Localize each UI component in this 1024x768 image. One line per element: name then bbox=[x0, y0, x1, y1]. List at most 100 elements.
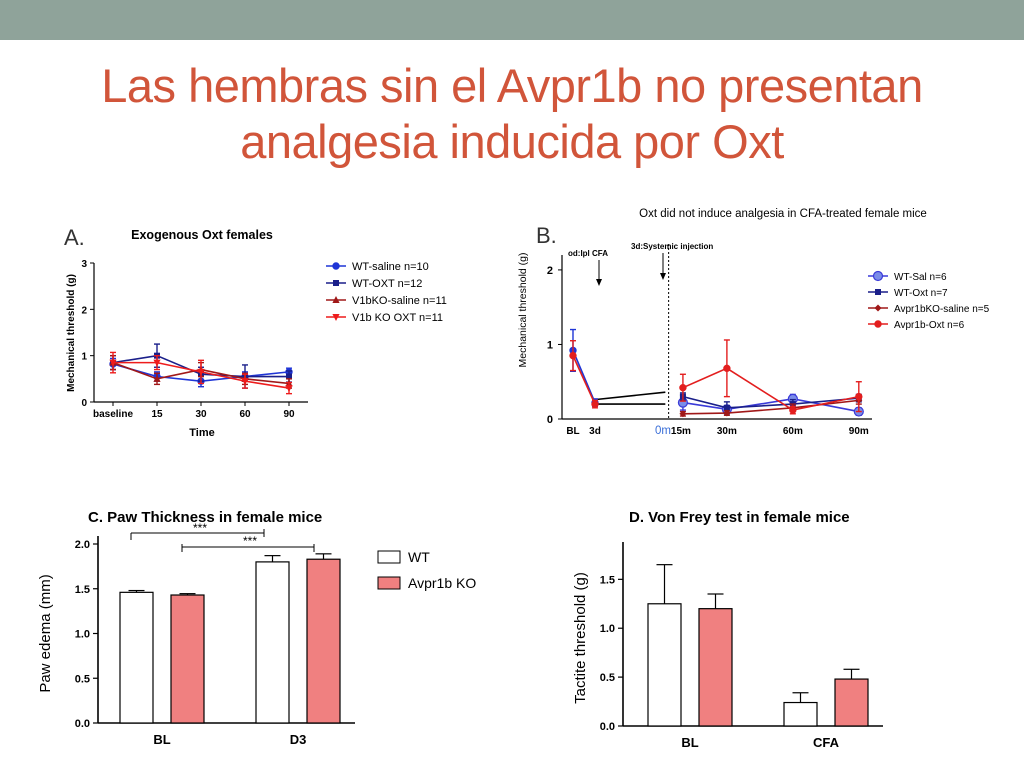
chart-a-legend-label: V1bKO-saline n=11 bbox=[352, 295, 447, 307]
chart-c-x-tick-label: D3 bbox=[290, 732, 307, 747]
chart-b-point bbox=[723, 364, 731, 373]
chart-d-bar bbox=[647, 603, 682, 727]
chart-c-legend-label: Avpr1b KO bbox=[408, 575, 476, 591]
chart-b-point bbox=[855, 392, 863, 401]
panel-label-b: B. bbox=[536, 223, 557, 248]
chart-c-y-axis-label: Paw edema (mm) bbox=[37, 574, 54, 692]
chart-b-y-tick-label: 0 bbox=[547, 414, 553, 426]
chart-a-point bbox=[241, 378, 249, 386]
chart-b-point bbox=[723, 409, 731, 417]
chart-a-legend-label: V1b KO OXT n=11 bbox=[352, 312, 443, 324]
chart-b-bridge-line bbox=[594, 391, 666, 401]
chart-b-cfa-arrowhead bbox=[596, 279, 602, 286]
chart-d-x-tick-label: CFA bbox=[813, 735, 840, 750]
chart-a-exogenous-oxt: Exogenous Oxt females A. 0 1 2 3 baseline 15 30 6… bbox=[64, 225, 447, 439]
chart-b-annotation-injection: 3d:Systemic injection bbox=[631, 242, 713, 251]
chart-d-y-tick-label: 0.5 bbox=[600, 672, 615, 684]
chart-d-y-tick-label: 1.0 bbox=[600, 623, 615, 635]
chart-c-sig-label: *** bbox=[193, 521, 207, 535]
chart-d-von-frey: D. Von Frey test in female mice 0.0 0.5 1.0… bbox=[572, 509, 883, 750]
chart-b-legend-label: WT-Sal n=6 bbox=[894, 272, 947, 283]
chart-a-legend-marker bbox=[332, 262, 340, 270]
chart-d-title: D. Von Frey test in female mice bbox=[629, 509, 850, 526]
chart-a-legend-label: WT-OXT n=12 bbox=[352, 278, 422, 290]
chart-a-x-tick-label: 15 bbox=[151, 409, 163, 420]
top-accent-bar bbox=[0, 0, 1024, 40]
chart-d-y-tick-label: 1.5 bbox=[600, 574, 615, 586]
panel-label-a: A. bbox=[64, 225, 85, 250]
chart-d-y-tick-label: 0.0 bbox=[600, 721, 615, 733]
chart-c-bar bbox=[306, 558, 341, 724]
chart-a-legend-marker bbox=[333, 280, 339, 286]
chart-c-paw-thickness: C. Paw Thickness in female mice 0.0 0.5 1.0… bbox=[37, 509, 476, 747]
chart-a-point bbox=[153, 359, 161, 367]
chart-a-legend-marker bbox=[332, 314, 340, 321]
chart-a-y-tick-label: 3 bbox=[81, 259, 87, 270]
chart-a-x-tick-label: 90 bbox=[283, 409, 295, 420]
chart-a-point bbox=[197, 368, 205, 376]
chart-a-point bbox=[153, 374, 161, 382]
chart-b-pre-point bbox=[591, 400, 599, 408]
chart-d-bar bbox=[783, 701, 818, 727]
chart-a-y-tick-label: 0 bbox=[81, 398, 87, 409]
title-line-2: analgesia inducida por Oxt bbox=[240, 115, 784, 168]
chart-b-legend-marker bbox=[874, 304, 882, 312]
chart-d-x-tick-label: BL bbox=[681, 735, 698, 750]
chart-a-legend-label: WT-saline n=10 bbox=[352, 261, 429, 273]
chart-c-legend-swatch bbox=[377, 550, 401, 564]
chart-b-series-line bbox=[682, 398, 859, 413]
chart-c-sig-label: *** bbox=[243, 534, 257, 548]
chart-b-x-tick-label: 3d bbox=[589, 426, 601, 437]
chart-b-y-tick-label: 2 bbox=[547, 265, 553, 277]
chart-b-pre-series-line bbox=[572, 350, 596, 403]
chart-a-x-axis-label: Time bbox=[189, 427, 214, 439]
chart-b-x-tick-label: 60m bbox=[783, 426, 803, 437]
chart-c-y-tick-label: 1.5 bbox=[75, 584, 90, 596]
chart-b-series-line bbox=[682, 395, 859, 409]
chart-b-y-axis-label: Mechanical threshold (g) bbox=[517, 253, 529, 368]
chart-a-legend-marker bbox=[332, 296, 340, 303]
chart-a-point bbox=[109, 359, 117, 367]
chart-c-y-tick-label: 0.0 bbox=[75, 718, 90, 730]
chart-a-point bbox=[286, 373, 292, 380]
chart-c-legend-label: WT bbox=[408, 549, 430, 565]
chart-b-annotation-cfa: od:Ipl CFA bbox=[568, 249, 608, 258]
chart-c-legend-swatch bbox=[377, 576, 401, 590]
chart-c-bar bbox=[170, 594, 205, 724]
chart-c-y-tick-label: 2.0 bbox=[75, 539, 90, 551]
chart-b-point bbox=[679, 383, 687, 392]
chart-a-title: Exogenous Oxt females bbox=[131, 228, 273, 242]
chart-c-y-tick-label: 0.5 bbox=[75, 673, 90, 685]
chart-c-title: C. Paw Thickness in female mice bbox=[88, 509, 322, 526]
chart-b-x-tick-label: 15m bbox=[671, 426, 691, 437]
title-line-1: Las hembras sin el Avpr1b no presentan bbox=[101, 59, 923, 112]
chart-b-legend-label: Avpr1bKO-saline n=5 bbox=[894, 304, 990, 315]
chart-a-y-axis-label: Mechanical threshold (g) bbox=[66, 274, 77, 392]
chart-c-bar bbox=[119, 591, 154, 724]
chart-c-x-tick-label: BL bbox=[153, 732, 170, 747]
chart-b-legend-marker bbox=[875, 289, 881, 295]
chart-a-point bbox=[285, 385, 293, 393]
chart-b-legend-marker bbox=[874, 320, 882, 328]
chart-a-y-tick-label: 2 bbox=[81, 305, 87, 316]
chart-b-x-tick-label: 30m bbox=[717, 426, 737, 437]
chart-a-x-tick-label: baseline bbox=[93, 409, 133, 420]
chart-c-y-tick-label: 1.0 bbox=[75, 629, 90, 641]
chart-a-y-tick-label: 1 bbox=[81, 352, 87, 363]
chart-d-bar bbox=[834, 678, 869, 727]
chart-b-legend-label: Avpr1b-Oxt n=6 bbox=[894, 320, 965, 331]
chart-b-pre-series-line bbox=[572, 355, 596, 405]
chart-b-point bbox=[789, 406, 797, 414]
chart-b-x-tick-label: 0m bbox=[655, 425, 671, 437]
chart-b-y-tick-label: 1 bbox=[547, 339, 553, 351]
chart-b-pre-point bbox=[569, 351, 577, 360]
chart-b-series-line bbox=[682, 367, 859, 411]
chart-b-point bbox=[723, 404, 730, 411]
chart-c-bar bbox=[255, 561, 290, 724]
chart-b-legend-label: WT-Oxt n=7 bbox=[894, 288, 948, 299]
chart-b-injection-arrowhead bbox=[660, 273, 666, 280]
chart-a-x-tick-label: 30 bbox=[195, 409, 207, 420]
chart-b-x-tick-label: BL bbox=[566, 426, 579, 437]
chart-d-bar bbox=[698, 608, 733, 727]
chart-d-y-axis-label: Tactite threshold (g) bbox=[572, 572, 589, 704]
